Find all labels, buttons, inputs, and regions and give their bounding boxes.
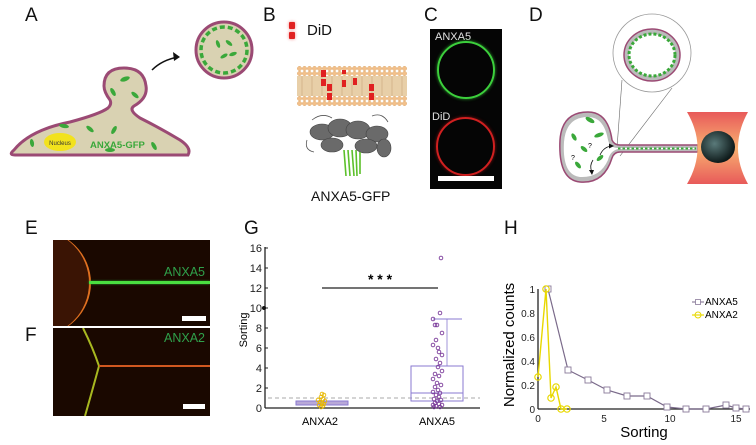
anxa2-line: [537, 288, 567, 410]
panel-label-b: B: [263, 5, 276, 26]
micrograph-f: ANXA2: [53, 328, 210, 416]
g-ytick: 6: [256, 343, 262, 355]
anxa2-points: [315, 391, 328, 410]
question-mark-1: ?: [588, 143, 592, 150]
panel-label-e: E: [25, 218, 38, 239]
tether-e: [89, 281, 210, 284]
h-xtick: 5: [601, 414, 607, 425]
arrow-head: [173, 52, 180, 61]
anxa5-gfp-caption: ANXA5-GFP: [311, 188, 391, 204]
g-xtick-anxa5: ANXA5: [419, 416, 455, 428]
channel-label-f: ANXA2: [164, 331, 205, 345]
channel-label-e: ANXA5: [164, 265, 205, 279]
significance-stars: * * *: [368, 271, 393, 287]
h-ytick: 0: [529, 405, 535, 416]
g-ytick: 12: [250, 283, 262, 295]
line-plot-h: Normalized counts 0 0.2 0.4 0.6 0.8 1 0 …: [501, 283, 750, 441]
tether-schematic: ? ?: [559, 13, 748, 184]
box-plot-g: 0 2 4 6 8 10 12 14 16 Sorting * * *: [238, 243, 480, 428]
h-xtick: 10: [664, 414, 676, 425]
anxa5-gfp-label: ANXA5-GFP: [90, 140, 146, 151]
h-ytick: 0.6: [521, 333, 535, 344]
g-ylabel: Sorting: [238, 313, 250, 348]
h-xtick: 15: [730, 414, 742, 425]
scale-bar-f: [183, 404, 205, 409]
g-xtick-anxa2: ANXA2: [302, 416, 338, 428]
panel-label-c: C: [424, 5, 438, 26]
nucleus: [44, 133, 76, 151]
g-ytick: 0: [256, 403, 262, 415]
h-ytick: 0.2: [521, 381, 535, 392]
did-channel-label: DiD: [432, 111, 451, 123]
legend-anxa5: ANXA5: [705, 297, 738, 308]
anxa5-gfp-structure: [305, 114, 392, 177]
scale-bar-c: [438, 176, 494, 181]
legend-anxa2: ANXA2: [705, 310, 738, 321]
h-ytick: 1: [529, 285, 535, 296]
g-ytick: 8: [256, 323, 262, 335]
vesicle-gfp-ring: [199, 25, 249, 75]
g-ytick: 4: [256, 363, 262, 375]
cell-body: [9, 66, 191, 157]
gfp-particles: [29, 76, 157, 152]
confocal-image-c: ANXA5 DiD: [430, 29, 502, 189]
did-legend-label: DiD: [307, 22, 332, 39]
panel-label-f: F: [25, 325, 37, 346]
scale-bar-e: [182, 316, 206, 321]
h-xtick: 0: [535, 414, 541, 425]
h-ylabel: Normalized counts: [501, 283, 518, 407]
panel-label-d: D: [529, 5, 543, 26]
h-ytick: 0.4: [521, 357, 535, 368]
anxa5-vesicle-ring: [437, 41, 495, 99]
h-xlabel: Sorting: [620, 424, 668, 441]
micrograph-e: ANXA5: [53, 240, 210, 326]
did-vesicle-ring: [436, 117, 495, 176]
vesicle-edge-f: [82, 328, 210, 416]
h-ytick: 0.8: [521, 309, 535, 320]
g-ytick: 10: [250, 303, 262, 315]
panel-label-g: G: [244, 218, 259, 239]
g-ytick: 2: [256, 383, 262, 395]
cell-schematic: Nucleus ANXA5-GFP: [9, 20, 254, 157]
anxa5-box: [410, 365, 464, 402]
g-ytick: 14: [250, 263, 262, 275]
anxa5-points: [430, 255, 445, 410]
anxa5-channel-label: ANXA5: [435, 31, 472, 43]
anxa2-markers: [534, 285, 571, 413]
bead: [701, 131, 735, 163]
did-legend-icon: [287, 22, 297, 40]
panel-label-h: H: [504, 218, 518, 239]
vesicle: [194, 20, 254, 80]
did-molecules: [321, 70, 374, 100]
panel-label-a: A: [25, 5, 38, 26]
h-legend: ANXA5 ANXA2: [692, 297, 738, 321]
g-ytick: 16: [250, 243, 262, 255]
lipid-bilayer: [297, 66, 407, 106]
question-mark-2: ?: [571, 155, 575, 162]
nucleus-label: Nucleus: [49, 141, 71, 147]
vesicle-edge-e: [53, 240, 91, 326]
